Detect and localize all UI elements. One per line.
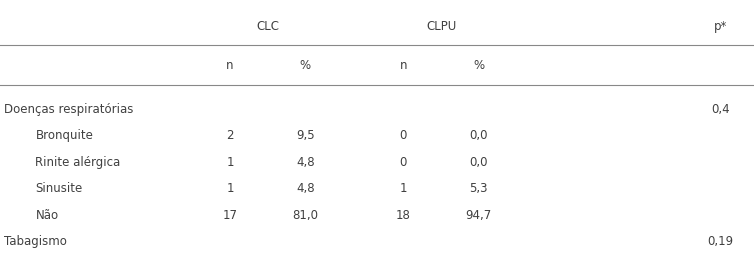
Text: 18: 18	[396, 209, 411, 222]
Text: n: n	[400, 59, 407, 72]
Text: %: %	[474, 59, 484, 72]
Text: 0: 0	[400, 156, 407, 169]
Text: CLC: CLC	[256, 21, 279, 33]
Text: Bronquite: Bronquite	[35, 129, 93, 142]
Text: p*: p*	[713, 21, 727, 33]
Text: 4,8: 4,8	[296, 156, 314, 169]
Text: 1: 1	[226, 156, 234, 169]
Text: 94,7: 94,7	[466, 209, 492, 222]
Text: 0,4: 0,4	[711, 103, 729, 116]
Text: 4,8: 4,8	[296, 182, 314, 195]
Text: Rinite alérgica: Rinite alérgica	[35, 156, 121, 169]
Text: 2: 2	[226, 129, 234, 142]
Text: 17: 17	[222, 209, 238, 222]
Text: 1: 1	[226, 182, 234, 195]
Text: n: n	[226, 59, 234, 72]
Text: 5,3: 5,3	[470, 182, 488, 195]
Text: 0,19: 0,19	[707, 235, 733, 248]
Text: 0,0: 0,0	[470, 156, 488, 169]
Text: CLPU: CLPU	[426, 21, 456, 33]
Text: %: %	[300, 59, 311, 72]
Text: Doenças respiratórias: Doenças respiratórias	[4, 103, 133, 116]
Text: Sinusite: Sinusite	[35, 182, 83, 195]
Text: 9,5: 9,5	[296, 129, 314, 142]
Text: 81,0: 81,0	[293, 209, 318, 222]
Text: Tabagismo: Tabagismo	[4, 235, 66, 248]
Text: 0,0: 0,0	[470, 129, 488, 142]
Text: 1: 1	[400, 182, 407, 195]
Text: 0: 0	[400, 129, 407, 142]
Text: Não: Não	[35, 209, 59, 222]
